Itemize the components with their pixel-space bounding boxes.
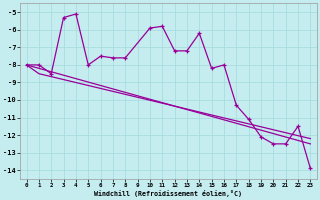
- X-axis label: Windchill (Refroidissement éolien,°C): Windchill (Refroidissement éolien,°C): [94, 190, 243, 197]
